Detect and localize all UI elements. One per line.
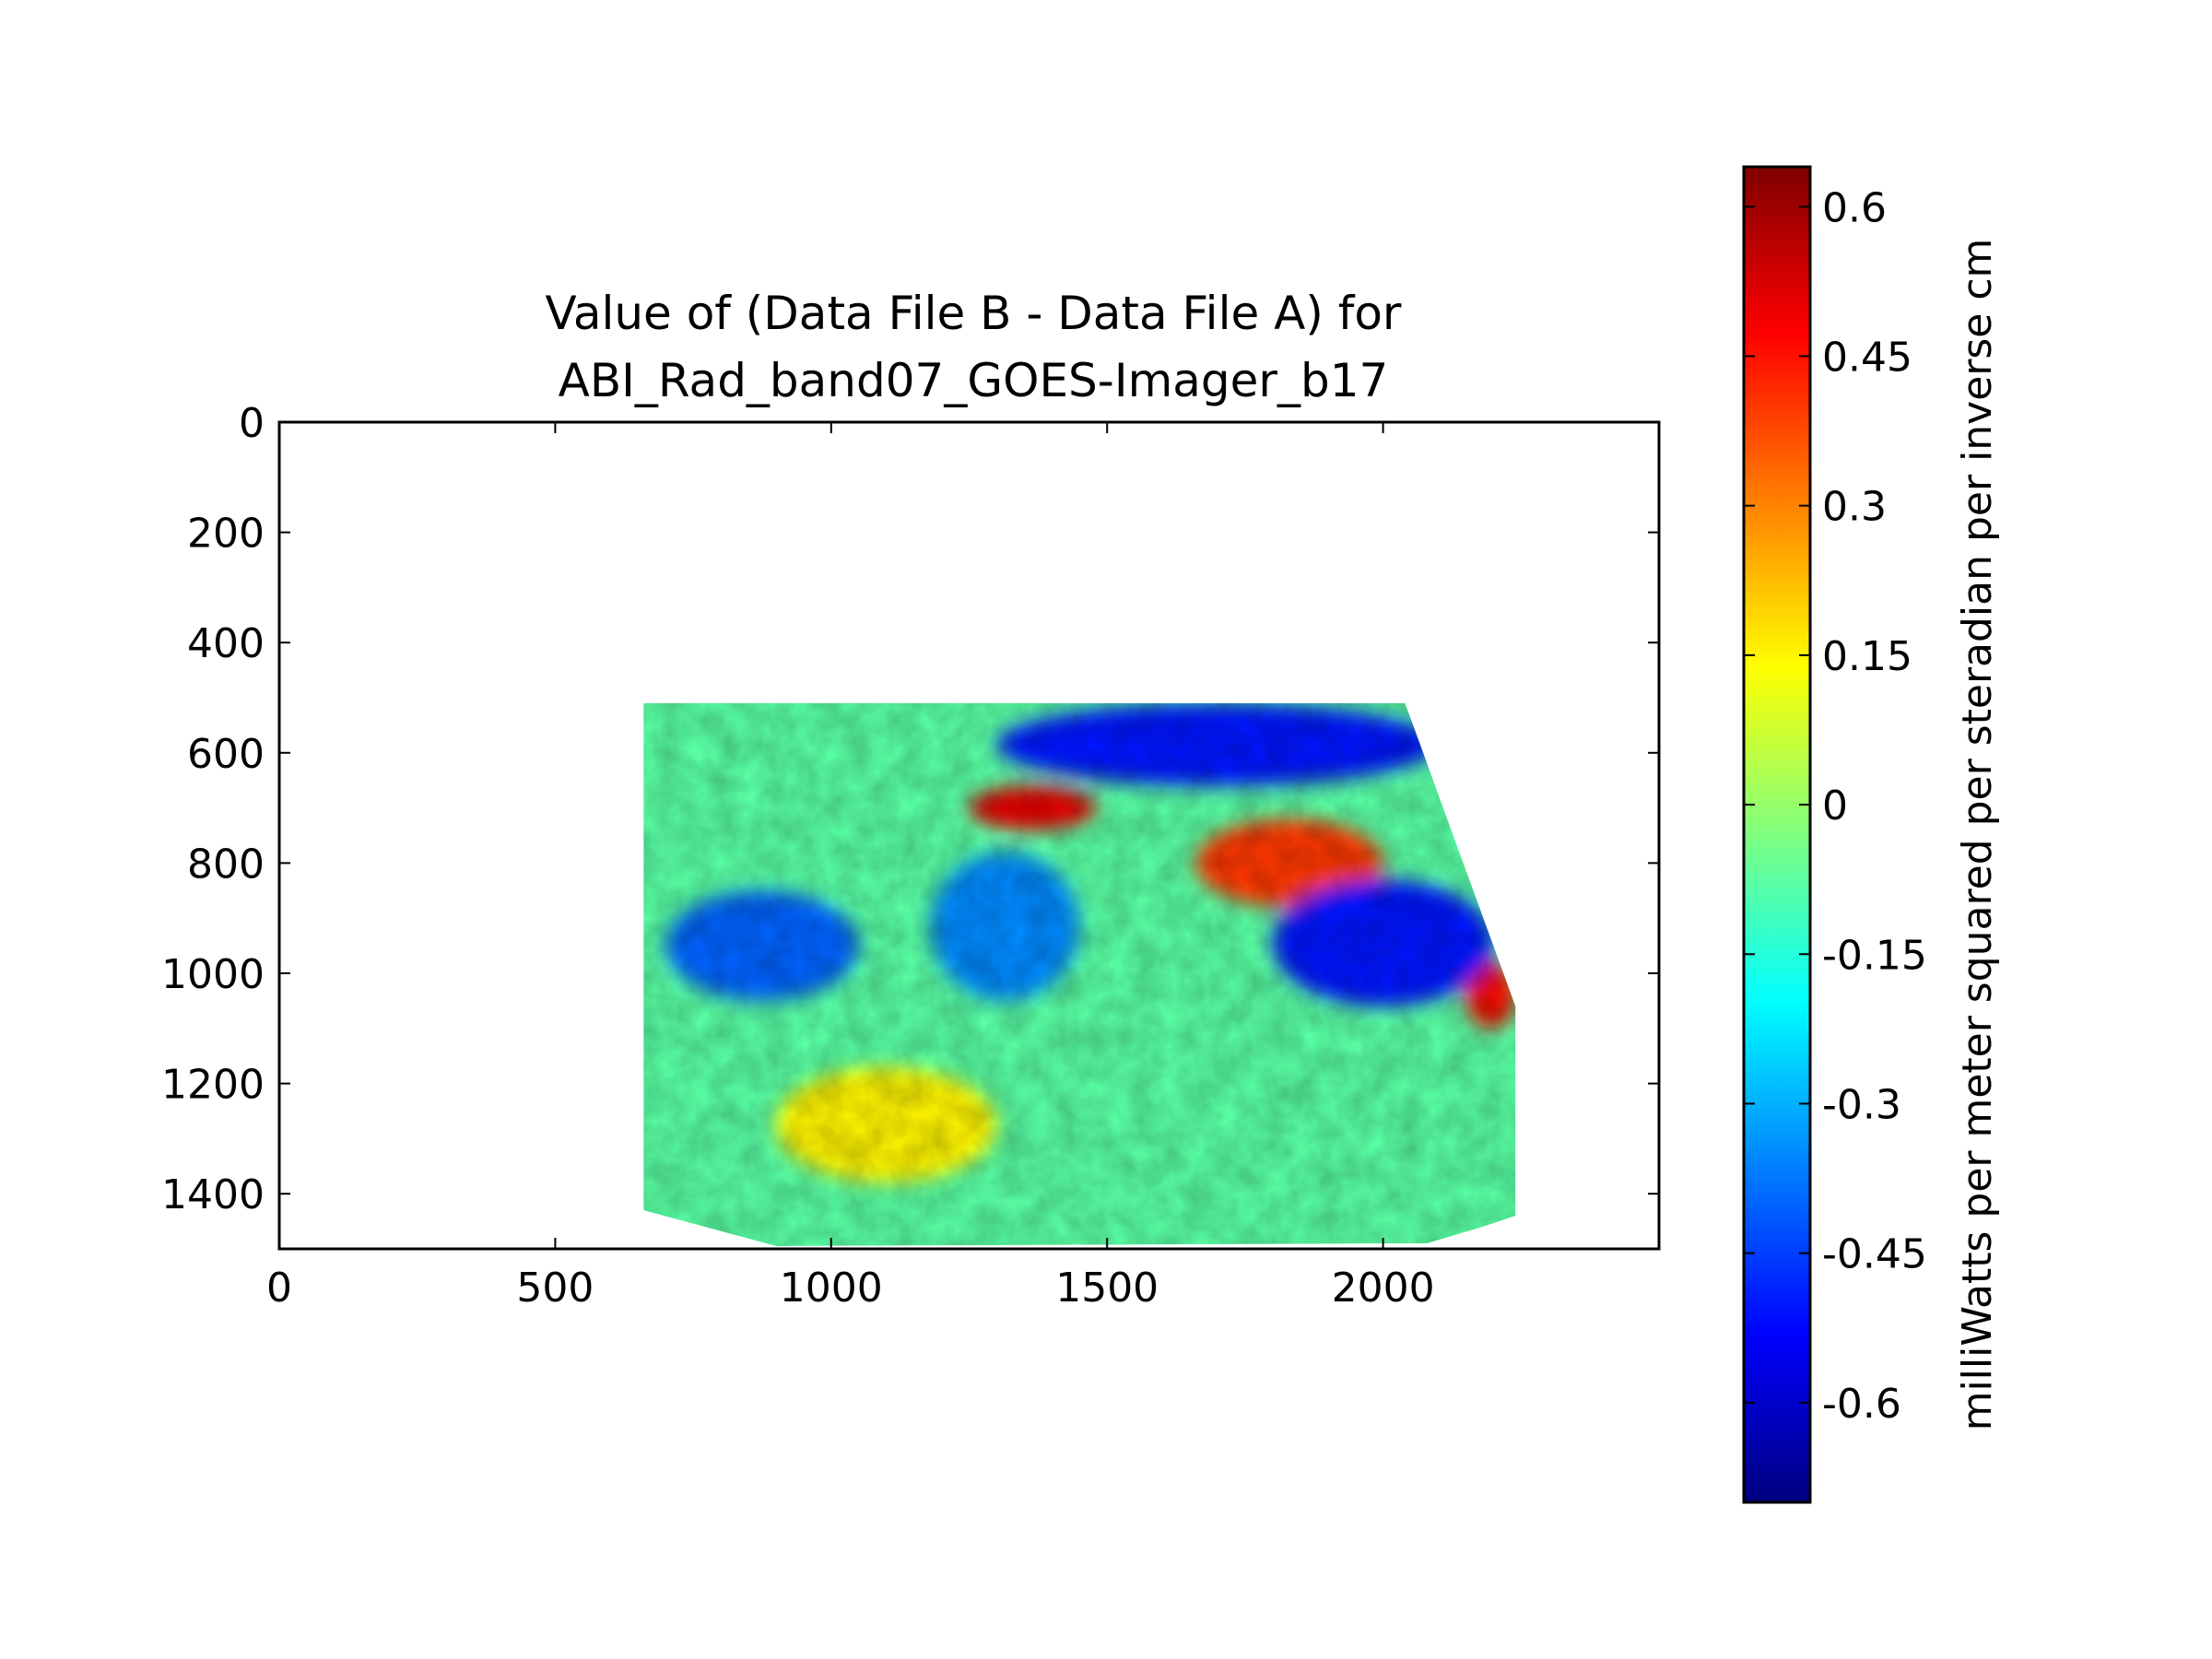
colorbar-tick-label: 0.3 [1822,484,1887,531]
y-tick-label: 1400 [161,1171,265,1218]
y-tick-label: 1200 [161,1062,265,1109]
x-tick-label: 0 [266,1265,292,1312]
y-tick-label: 800 [187,841,265,888]
y-tick-label: 0 [239,400,265,447]
colorbar-tick-label: -0.3 [1822,1081,1901,1128]
x-axis: 0 500 1000 1500 2000 [266,422,1435,1312]
x-tick-label: 1000 [780,1265,883,1312]
x-tick-label: 1500 [1055,1265,1159,1312]
colorbar-tick-label: -0.45 [1822,1231,1927,1278]
colorbar-tick-label: 0.45 [1822,334,1912,381]
y-tick-label: 200 [187,511,265,558]
colorbar-label: milliWatts per meter squared per steradi… [1954,239,2001,1431]
colorbar-gradient [1742,165,1812,1504]
colorbar-tick-label: 0.15 [1822,633,1912,680]
heatmap-image [643,702,1516,1247]
colorbar-tick-label: -0.15 [1822,932,1927,979]
y-tick-label: 400 [187,620,265,667]
plot-area: 0 500 1000 1500 2000 0 200 400 600 800 1000 1200 14… [161,400,1661,1312]
heatmap-texture [643,702,1516,1247]
chart-title-line-2: ABI_Rad_band07_GOES-Imager_b17 [559,354,1389,407]
y-tick-label: 600 [187,731,265,778]
colorbar: -0.6 -0.45 -0.3 -0.15 0 0.15 0.3 0.45 0.6 milliW… [1742,165,2001,1504]
colorbar-tick-label: 0 [1822,782,1848,830]
plot-frame [277,420,1661,1251]
y-axis: 0 200 400 600 800 1000 1200 1400 [161,400,1659,1218]
colorbar-tick-label: -0.6 [1822,1381,1901,1428]
colorbar-ticks: -0.6 -0.45 -0.3 -0.15 0 0.15 0.3 0.45 0.6 [1744,184,1927,1428]
colorbar-tick-label: 0.6 [1822,184,1887,231]
x-tick-label: 500 [516,1265,594,1312]
y-tick-label: 1000 [161,951,265,998]
x-tick-label: 2000 [1332,1265,1435,1312]
chart-title-line-1: Value of (Data File B - Data File A) for [546,287,1402,340]
